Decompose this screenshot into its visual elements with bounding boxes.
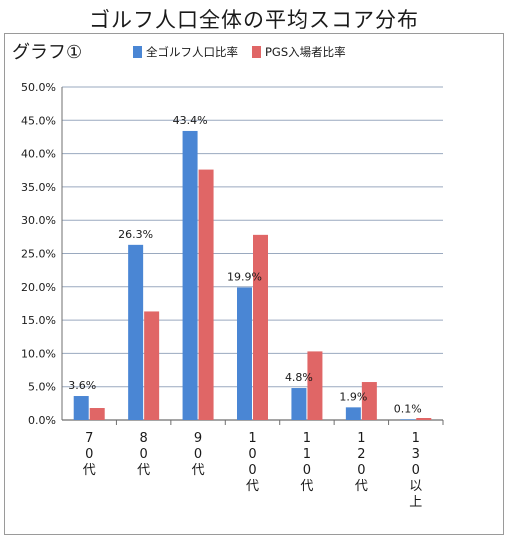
x-tick-label: 代 <box>137 463 150 478</box>
data-label: 43.4% <box>173 114 208 127</box>
legend-swatch-pgs <box>252 46 261 58</box>
page-title: ゴルフ人口全体の平均スコア分布 <box>89 8 419 32</box>
y-tick-label: 25.0% <box>21 248 56 261</box>
x-tick-label: 1 <box>357 431 365 446</box>
x-tick-label: 代 <box>300 479 313 494</box>
x-tick-label: 上 <box>409 495 422 510</box>
y-tick-label: 5.0% <box>28 381 56 394</box>
legend: 全ゴルフ人口比率 PGS入場者比率 <box>133 44 346 60</box>
x-tick-label: 1 <box>412 431 420 446</box>
y-tick-label: 35.0% <box>21 181 56 194</box>
bar-pgs <box>253 234 268 420</box>
data-label: 26.3% <box>118 228 153 241</box>
x-tick-label: 0 <box>357 463 365 478</box>
bar-all <box>182 130 198 420</box>
y-tick-label: 0.0% <box>28 414 56 427</box>
legend-label-all: 全ゴルフ人口比率 <box>146 45 238 59</box>
x-tick-label: 8 <box>140 431 148 446</box>
x-tick-label: 0 <box>194 447 202 462</box>
legend-label-pgs: PGS入場者比率 <box>265 45 346 59</box>
data-label: 0.1% <box>394 402 422 415</box>
data-label: 3.6% <box>68 379 96 392</box>
x-tick-label: 0 <box>248 447 256 462</box>
bar-pgs <box>416 418 432 420</box>
x-tick-label: 9 <box>194 431 202 446</box>
y-tick-label: 50.0% <box>21 81 56 94</box>
data-label: 4.8% <box>285 371 313 384</box>
bar-pgs <box>307 351 323 420</box>
x-tick-label: 0 <box>248 463 256 478</box>
y-tick-label: 20.0% <box>21 281 56 294</box>
x-tick-label: 1 <box>248 431 256 446</box>
y-tick-label: 15.0% <box>21 314 56 327</box>
chart-frame <box>4 33 504 535</box>
x-tick-label: 2 <box>357 447 365 462</box>
x-tick-label: 0 <box>412 463 420 478</box>
x-tick-label: 以 <box>409 479 422 494</box>
x-tick-label: 代 <box>192 463 205 478</box>
bar-all <box>128 244 144 420</box>
x-tick-label: 代 <box>83 463 96 478</box>
y-tick-label: 40.0% <box>21 148 56 161</box>
x-tick-label: 0 <box>85 447 93 462</box>
x-tick-label: 1 <box>303 431 311 446</box>
legend-item-pgs: PGS入場者比率 <box>252 44 346 60</box>
legend-swatch-all <box>133 46 142 58</box>
bar-pgs <box>144 311 160 420</box>
x-tick-label: 1 <box>303 447 311 462</box>
data-label: 19.9% <box>227 270 262 283</box>
x-tick-label: 7 <box>85 431 93 446</box>
bar-pgs <box>361 382 377 420</box>
x-tick-label: 0 <box>303 463 311 478</box>
data-label: 1.9% <box>339 390 367 403</box>
bar-all <box>400 419 416 420</box>
bar-all <box>73 396 89 420</box>
bar-all <box>291 388 307 420</box>
x-tick-label: 3 <box>412 447 420 462</box>
y-tick-label: 30.0% <box>21 214 56 227</box>
x-tick-label: 代 <box>246 479 259 494</box>
legend-item-all: 全ゴルフ人口比率 <box>133 44 238 60</box>
graph-label: グラフ① <box>12 42 83 63</box>
x-tick-label: 0 <box>140 447 148 462</box>
bar-pgs <box>198 169 214 420</box>
bar-all <box>345 407 361 420</box>
bar-all <box>237 287 252 420</box>
bar-pgs <box>89 408 105 420</box>
y-tick-label: 10.0% <box>21 347 56 360</box>
x-tick-label: 代 <box>355 479 368 494</box>
y-tick-label: 45.0% <box>21 114 56 127</box>
